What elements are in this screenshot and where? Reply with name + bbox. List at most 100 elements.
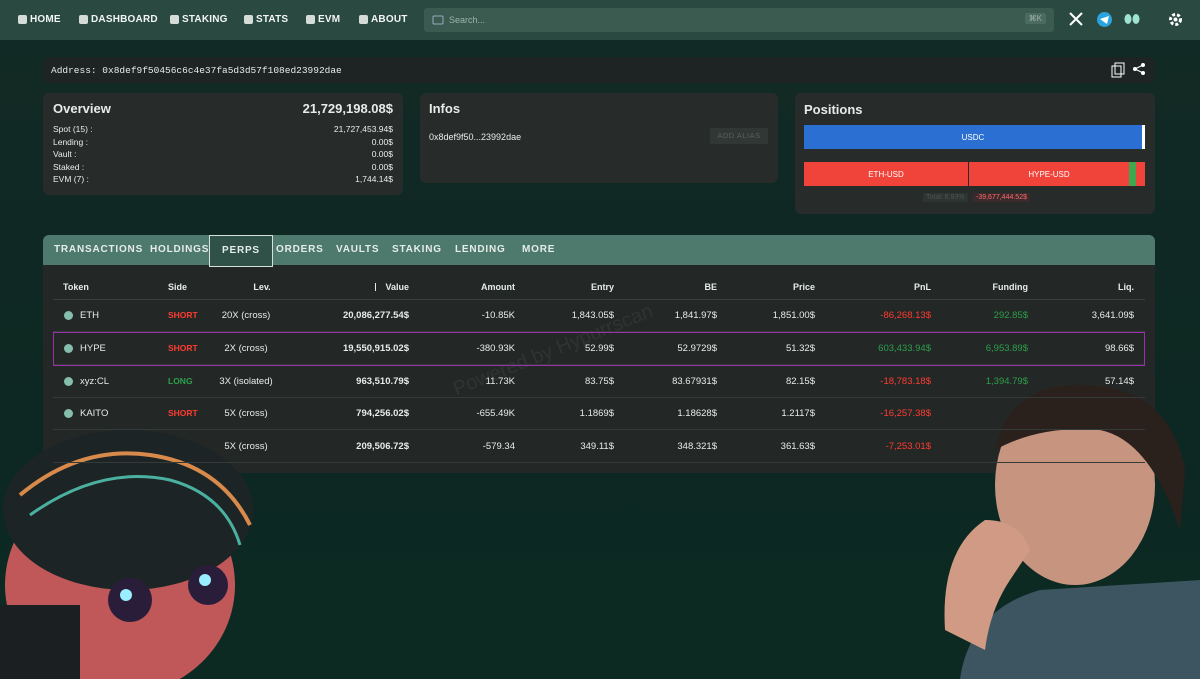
cell-lev: 5X (cross) [224,441,268,453]
token-icon [64,376,73,386]
tab[interactable]: ORDERS [276,244,324,255]
table-header[interactable]: Amount [481,282,515,292]
overview-value: 0.00$ [371,136,393,147]
nav-bar: Search... ⌘K HOME DASHBOARD STAKING STATS EV… [0,0,1200,40]
table-header[interactable]: Liq. [1118,282,1134,292]
cell-price: 361.63$ [780,441,815,453]
tab[interactable]: STAKING [392,244,442,255]
tab[interactable]: HOLDINGS [150,244,210,255]
token-icon [64,311,73,320]
nav-item[interactable]: HOME [30,14,61,25]
nav-item[interactable]: EVM [318,14,341,25]
tab[interactable]: TRANSACTIONS [54,244,144,255]
cell-amount: -380.93K [476,342,515,354]
cell-value: 963,510.79$ [356,375,409,387]
row-divider [53,462,1145,464]
cell-be: 348.321$ [677,441,717,453]
nav-item[interactable]: DASHBOARD [91,14,158,25]
nav-icon [359,15,368,24]
share-icon[interactable] [1132,62,1146,76]
nav-icon [79,15,88,24]
nav-icon [18,15,27,24]
telegram-icon[interactable] [1097,12,1112,27]
anime-character-overlay [0,430,253,679]
cell-lev: 20X (cross) [221,310,271,321]
add-alias-button[interactable]: ADD ALIAS [710,128,768,144]
cell-funding: 1,394.79$ [985,375,1028,387]
overview-title: Overview [53,101,111,116]
cell-liq: 57.14$ [1104,375,1134,387]
row-divider [53,396,1145,398]
perp-bar: ETH-USD [804,162,968,186]
nav-item[interactable]: STATS [256,14,289,25]
search-shortcut: ⌘K [1024,13,1046,24]
cell-pnl: -7,253.01$ [885,441,931,453]
table-header[interactable]: PnL [914,282,931,292]
hyperliquid-icon[interactable] [1124,13,1140,25]
cell-price: 51.32$ [785,342,815,354]
table-header[interactable]: Lev. [253,282,271,292]
cell-pnl: -16,257.38$ [880,408,931,420]
cell-be: 1,841.97$ [674,310,717,321]
row-divider [53,429,1145,431]
cell-side: SHORT [168,310,198,320]
man-overlay [944,384,1200,679]
sort-arrow [375,283,376,291]
search-box[interactable]: Search... ⌘K [424,8,1054,32]
cell-pnl: 603,433.94$ [878,342,931,354]
overview-label: Lending : [53,136,88,147]
nav-item[interactable]: STAKING [182,14,228,25]
tab[interactable]: MORE [522,244,556,255]
tab[interactable]: VAULTS [336,244,380,255]
cell-value: 20,086,277.54$ [342,310,409,321]
cell-amount: -655.49K [476,408,515,420]
overview-value: 21,727,453.94$ [333,124,393,134]
address-bar: Address: 0x8def9f50456c6c4e37fa5d3d57f10… [43,57,1155,83]
overview-total: 21,729,198.08$ [302,101,393,116]
overview-value: 0.00$ [371,149,393,159]
positions-title: Positions [804,102,863,117]
table-header[interactable]: Side [168,282,188,292]
table-header[interactable]: BE [704,282,717,292]
address-text: Address: 0x8def9f50456c6c4e37fa5d3d57f10… [51,65,342,76]
cell-be: 83.67931$ [672,375,717,387]
cell-value: 794,256.02$ [356,408,409,420]
cell-amount: 11.73K [485,375,515,387]
overview-card: Overview 21,729,198.08$ Spot (15) : 21,72… [43,93,403,195]
tab[interactable]: LENDING [455,244,506,255]
cell-token: xyz:CL [80,375,110,387]
infos-address: 0x8def9f50...23992dae [429,132,522,142]
perp-bar-small [1129,162,1136,186]
cell-price: 1.2117$ [781,408,815,420]
cell-liq: 98.66$ [1104,342,1134,354]
x-icon[interactable] [1068,11,1084,27]
cell-be: 52.9729$ [677,342,717,354]
cell-entry: 52.99$ [584,342,614,354]
row-divider [53,363,1145,365]
table-header[interactable]: Entry [590,282,614,292]
spot-bar: USDC [804,125,1145,149]
infos-title: Infos [429,101,461,116]
table-header: Token [63,282,89,292]
overview-label: Spot (15) : [53,124,93,134]
search-icon [432,15,444,25]
cell-token: ETH [80,310,99,321]
table-header[interactable]: Value [385,282,409,292]
cell-funding: 6,953.89$ [985,342,1028,354]
copy-icon[interactable] [1111,62,1125,78]
cell-entry: 1.1869$ [579,408,614,420]
overview-label: Vault : [53,149,77,159]
row-highlight [53,331,1145,366]
cell-price: 82.15$ [785,375,815,387]
row-divider [53,331,1145,332]
tab[interactable]: PERPS [209,235,273,267]
settings-icon[interactable] [1168,12,1183,27]
overview-value: 1,744.14$ [355,174,393,184]
nav-icon [244,15,253,24]
nav-icon [170,15,179,24]
table-header[interactable]: Funding [992,282,1029,292]
overview-label: EVM (7) : [53,174,89,184]
cell-amount: -10.85K [481,310,515,321]
nav-item[interactable]: ABOUT [371,14,408,25]
table-header[interactable]: Price [792,282,815,292]
